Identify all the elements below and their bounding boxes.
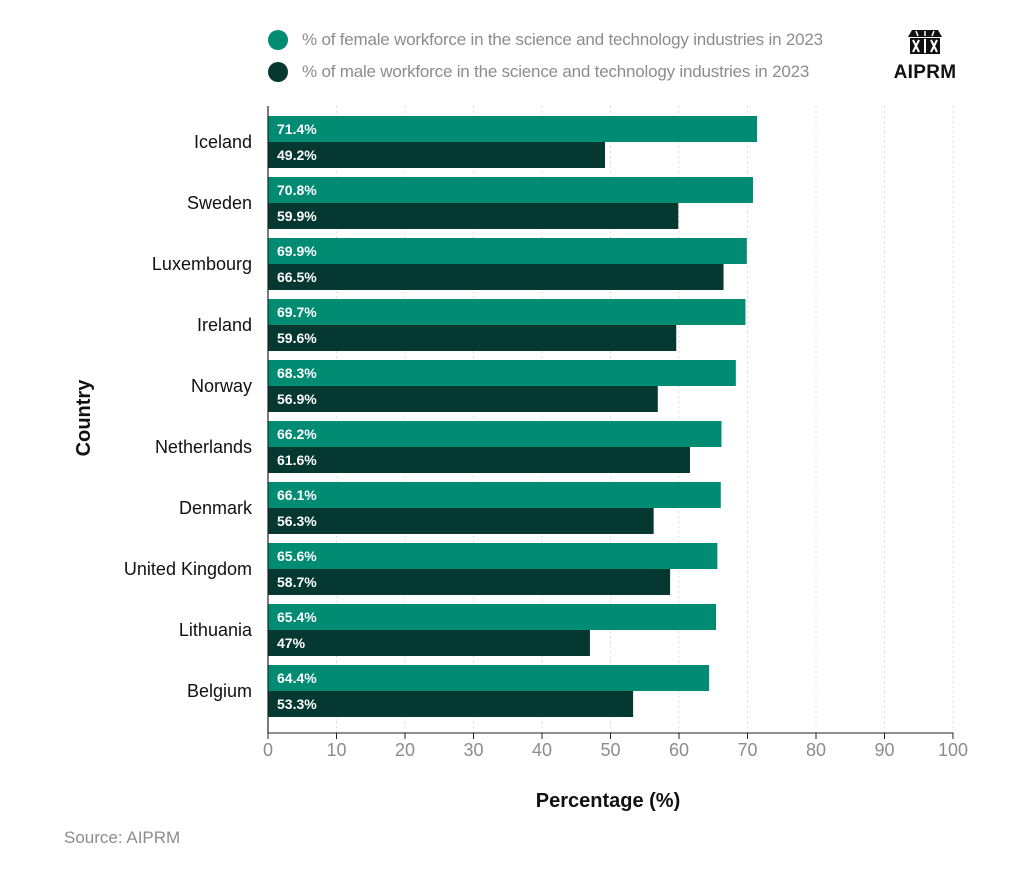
data-label: 66.5% (277, 269, 317, 285)
x-tick-label: 0 (263, 740, 273, 760)
data-label: 69.9% (277, 243, 317, 259)
bar-female (268, 238, 747, 264)
category-label: Denmark (179, 498, 253, 518)
x-tick-label: 80 (806, 740, 826, 760)
bar-male (268, 386, 658, 412)
y-axis-title: Country (73, 379, 95, 457)
bar-male (268, 203, 679, 229)
bar-male (268, 691, 634, 717)
bar-female (268, 421, 722, 447)
data-label: 59.6% (277, 330, 317, 346)
data-label: 66.1% (277, 487, 317, 503)
x-tick-label: 100 (938, 740, 968, 760)
data-label: 53.3% (277, 696, 317, 712)
x-tick-label: 30 (463, 740, 483, 760)
x-axis-title: Percentage (%) (536, 790, 681, 812)
category-label: Lithuania (179, 620, 253, 640)
category-label: Iceland (194, 132, 252, 152)
bar-male (268, 569, 671, 595)
bar-male (268, 142, 606, 168)
bar-female (268, 177, 753, 203)
data-label: 59.9% (277, 208, 317, 224)
category-label: Ireland (197, 315, 252, 335)
logo-icon (908, 30, 942, 54)
legend-item-male: % of male workforce in the science and t… (268, 56, 823, 88)
bar-female (268, 604, 716, 630)
x-tick-label: 50 (600, 740, 620, 760)
x-tick-label: 90 (874, 740, 894, 760)
data-label: 58.7% (277, 574, 317, 590)
bar-female (268, 665, 710, 691)
legend-item-female: % of female workforce in the science and… (268, 24, 823, 56)
category-label: United Kingdom (124, 559, 252, 579)
data-label: 65.6% (277, 548, 317, 564)
legend-label-female: % of female workforce in the science and… (302, 30, 823, 49)
source-note: Source: AIPRM (64, 828, 181, 847)
bar-male (268, 264, 724, 290)
category-label: Belgium (187, 681, 252, 701)
data-label: 71.4% (277, 121, 317, 137)
x-tick-label: 20 (395, 740, 415, 760)
legend-swatch-female (268, 30, 288, 50)
bar-male (268, 447, 690, 473)
x-tick-label: 60 (669, 740, 689, 760)
bar-female (268, 360, 736, 386)
data-label: 61.6% (277, 452, 317, 468)
bar-female (268, 482, 721, 508)
bar-male (268, 630, 590, 656)
legend-swatch-male (268, 62, 288, 82)
brand-logo: AIPRM (890, 28, 960, 84)
category-label: Sweden (187, 193, 252, 213)
bar-female (268, 543, 718, 569)
x-tick-label: 70 (737, 740, 757, 760)
data-label: 70.8% (277, 182, 317, 198)
x-tick-label: 40 (532, 740, 552, 760)
data-label: 47% (277, 635, 306, 651)
bar-female (268, 116, 758, 142)
data-label: 68.3% (277, 365, 317, 381)
category-label: Norway (191, 376, 252, 396)
category-label: Netherlands (155, 437, 252, 457)
category-label: Luxembourg (152, 254, 252, 274)
data-label: 64.4% (277, 670, 317, 686)
data-label: 65.4% (277, 609, 317, 625)
bar-female (268, 299, 746, 325)
data-label: 66.2% (277, 426, 317, 442)
legend-label-male: % of male workforce in the science and t… (302, 62, 810, 81)
data-label: 69.7% (277, 304, 317, 320)
bar-male (268, 325, 677, 351)
logo-text: AIPRM (893, 62, 957, 83)
bar-male (268, 508, 654, 534)
legend: % of female workforce in the science and… (268, 24, 823, 88)
data-label: 56.9% (277, 391, 317, 407)
x-tick-label: 10 (326, 740, 346, 760)
data-label: 49.2% (277, 147, 317, 163)
data-label: 56.3% (277, 513, 317, 529)
